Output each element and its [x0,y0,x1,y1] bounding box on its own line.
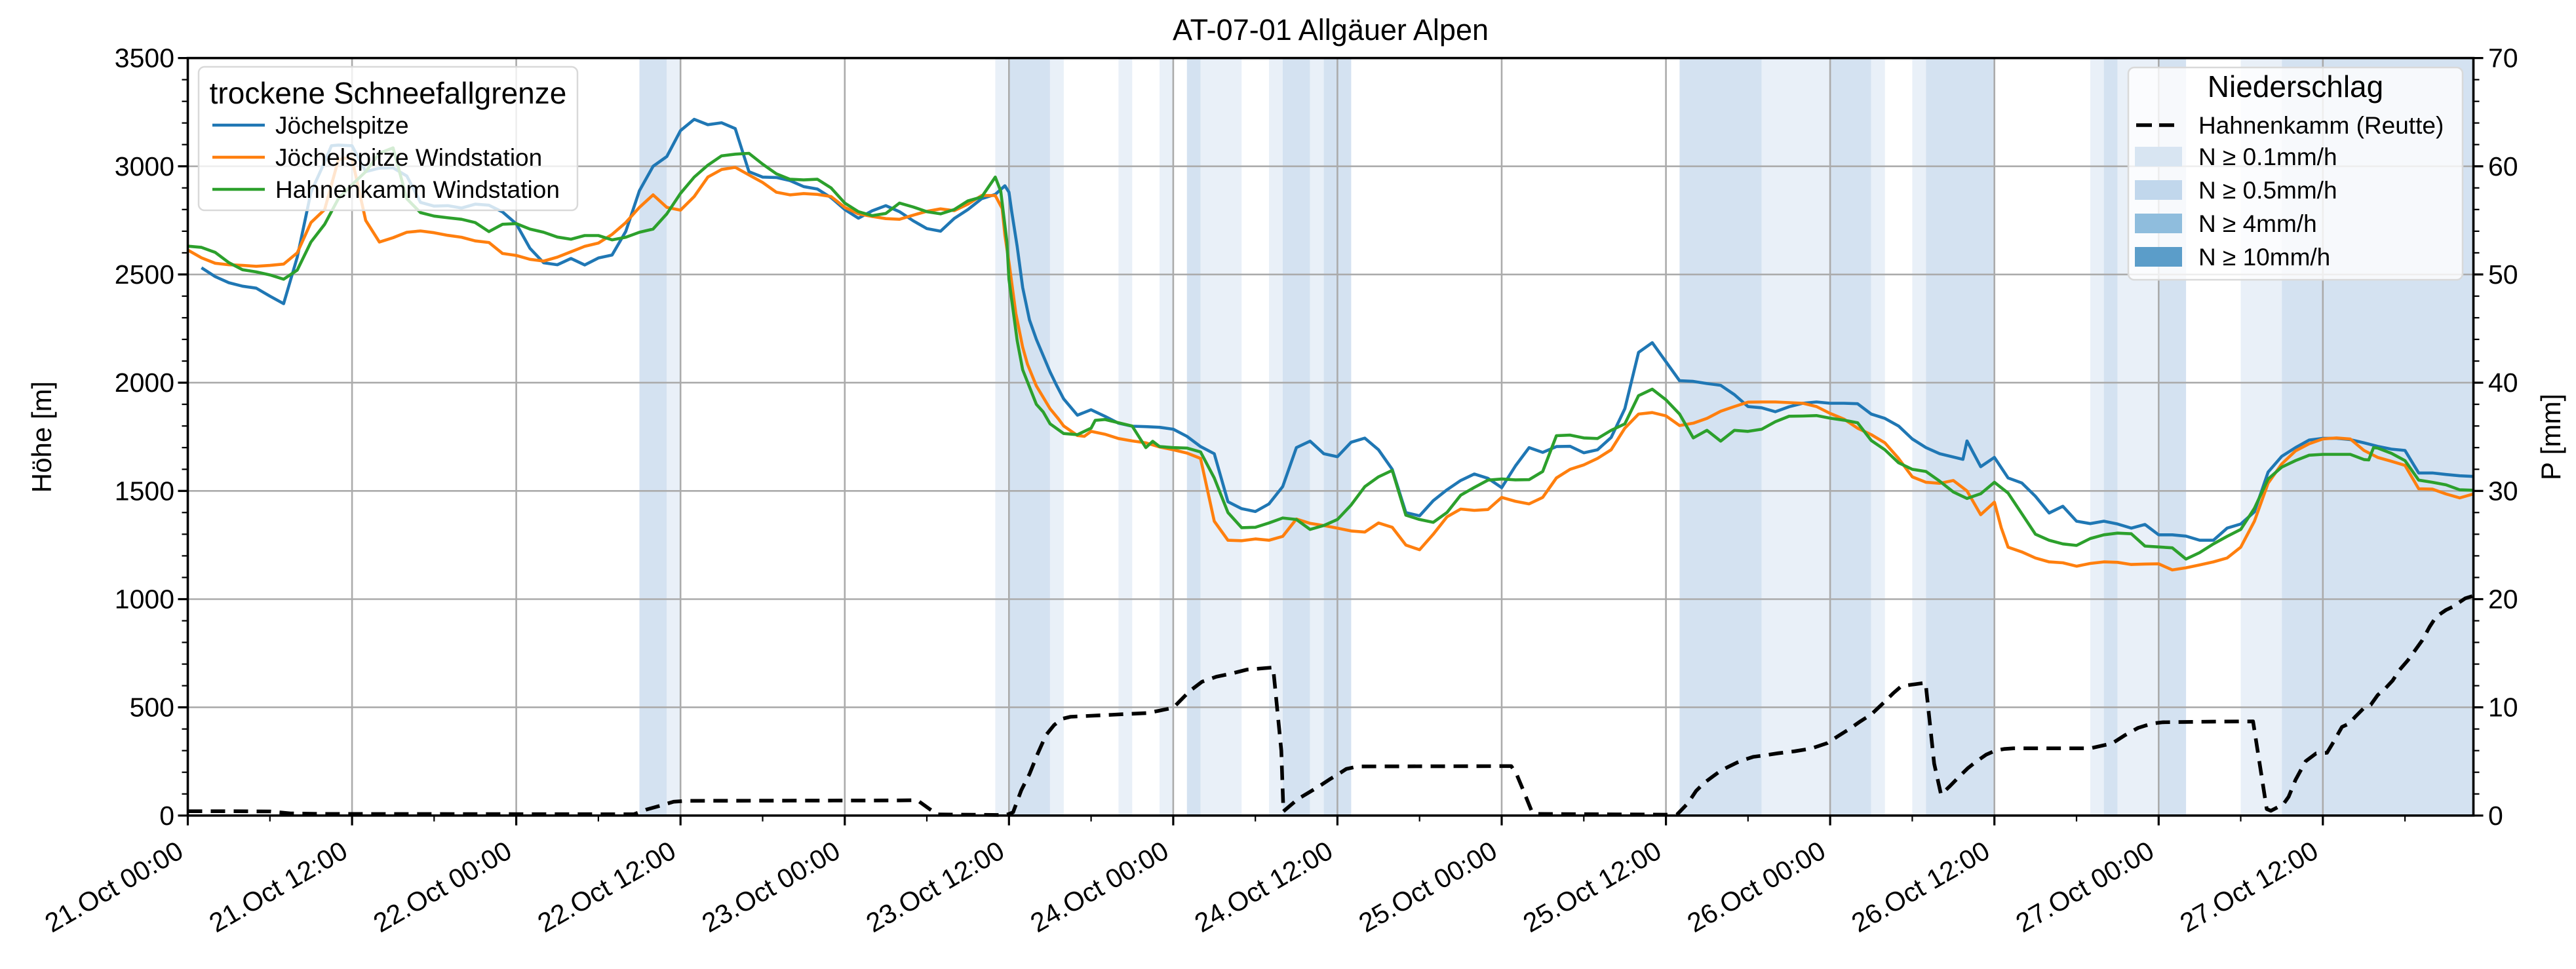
svg-text:3500: 3500 [115,43,174,73]
svg-text:40: 40 [2488,368,2518,398]
svg-text:Hahnenkamm (Reutte): Hahnenkamm (Reutte) [2198,112,2444,139]
svg-text:50: 50 [2488,259,2518,290]
svg-text:Hahnenkamm Windstation: Hahnenkamm Windstation [275,176,560,203]
svg-text:N ≥ 0.5mm/h: N ≥ 0.5mm/h [2198,177,2337,204]
svg-text:N ≥ 4mm/h: N ≥ 4mm/h [2198,210,2317,237]
svg-text:P [mm]: P [mm] [2535,394,2566,480]
svg-text:2500: 2500 [115,259,174,290]
svg-text:1500: 1500 [115,476,174,506]
svg-text:N ≥ 10mm/h: N ≥ 10mm/h [2198,244,2330,271]
svg-text:1000: 1000 [115,584,174,615]
svg-text:0: 0 [159,801,174,831]
svg-text:2000: 2000 [115,368,174,398]
svg-text:20: 20 [2488,584,2518,615]
svg-text:Niederschlag: Niederschlag [2208,69,2383,104]
svg-text:trockene Schneefallgrenze: trockene Schneefallgrenze [210,76,567,110]
svg-text:N ≥ 0.1mm/h: N ≥ 0.1mm/h [2198,143,2337,170]
svg-text:Höhe [m]: Höhe [m] [26,381,57,493]
svg-text:10: 10 [2488,693,2518,723]
svg-text:70: 70 [2488,43,2518,73]
svg-text:Jöchelspitze Windstation: Jöchelspitze Windstation [275,144,542,171]
svg-text:0: 0 [2488,801,2503,831]
svg-text:3000: 3000 [115,151,174,181]
svg-text:30: 30 [2488,476,2518,506]
svg-text:AT-07-01 Allgäuer Alpen: AT-07-01 Allgäuer Alpen [1173,13,1489,47]
svg-text:500: 500 [130,693,174,723]
svg-text:60: 60 [2488,151,2518,181]
svg-text:Jöchelspitze: Jöchelspitze [275,112,409,139]
